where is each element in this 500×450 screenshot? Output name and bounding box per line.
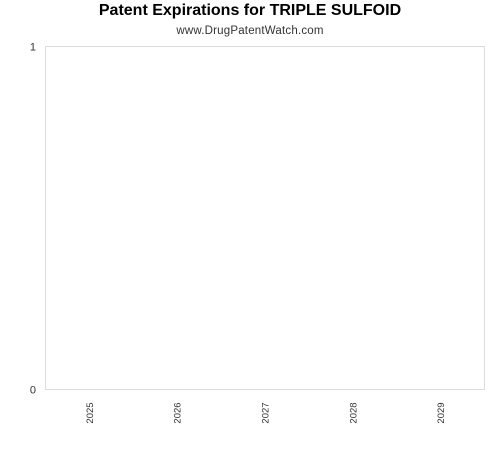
y-tick-label: 0 [30,385,36,397]
x-axis: 2025 2026 2027 2028 2029 [85,402,447,423]
x-tick-label: 2026 [173,402,184,423]
chart-subtitle: www.DrugPatentWatch.com [176,25,324,37]
x-tick-label: 2029 [436,402,447,423]
chart-title: Patent Expirations for TRIPLE SULFOID [98,2,402,19]
y-tick-label: 1 [30,42,36,54]
x-tick-label: 2025 [85,402,96,423]
y-axis: 01 [30,42,36,397]
x-tick-label: 2027 [261,402,272,423]
plot-area [45,46,485,390]
x-tick-label: 2028 [348,402,359,423]
